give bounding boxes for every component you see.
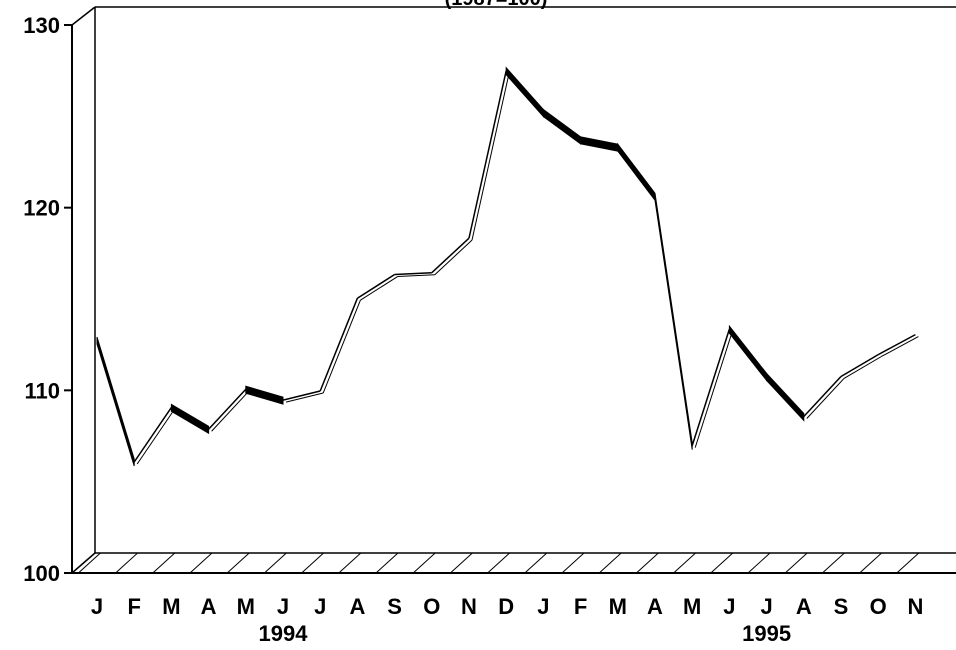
- series-segment: [245, 385, 284, 405]
- y-tick-label: 110: [25, 378, 61, 403]
- series-segment: [542, 108, 582, 145]
- series-segment: [468, 70, 507, 239]
- series-segment: [208, 388, 247, 430]
- floor-hatch: [598, 552, 622, 574]
- series-segment: [728, 324, 768, 382]
- floor-hatch: [450, 552, 473, 574]
- floor-hatch: [524, 552, 548, 574]
- series-segment: [170, 403, 210, 435]
- series-segment: [877, 333, 916, 356]
- x-tick-label: A: [201, 594, 217, 619]
- series-segment: [505, 66, 544, 118]
- chart-title: (1987=100): [445, 0, 548, 10]
- x-tick-label: M: [683, 594, 701, 619]
- y-tick-label: 100: [23, 561, 60, 586]
- year-label: 1995: [742, 621, 791, 646]
- x-tick-label: M: [162, 594, 180, 619]
- y-tick-label: 130: [23, 13, 60, 38]
- floor-hatch: [487, 552, 510, 574]
- floor-hatch: [226, 552, 250, 574]
- floor-hatch: [561, 552, 585, 574]
- x-tick-label: J: [91, 594, 103, 619]
- floor-hatch: [636, 552, 659, 574]
- floor-hatch: [301, 552, 324, 574]
- floor-hatch: [822, 552, 845, 574]
- x-tick-label: F: [127, 594, 140, 619]
- series-segment-edge: [136, 409, 175, 465]
- series-segment: [580, 136, 619, 152]
- series-segment: [654, 193, 693, 450]
- series-segment-edge: [806, 378, 845, 419]
- floor-hatch: [152, 552, 176, 574]
- x-tick-label: J: [760, 594, 772, 619]
- floor-hatch: [264, 552, 287, 574]
- x-tick-label: M: [609, 594, 627, 619]
- series-segment-edge: [434, 239, 473, 276]
- year-label: 1994: [259, 621, 309, 646]
- x-tick-label: A: [647, 594, 663, 619]
- x-tick-label: J: [537, 594, 549, 619]
- x-tick-label: F: [574, 594, 587, 619]
- series-segment-edge: [397, 274, 435, 278]
- x-tick-label: N: [907, 594, 923, 619]
- x-tick-label: A: [796, 594, 812, 619]
- series-segment: [394, 271, 432, 276]
- floor-hatch: [673, 552, 696, 574]
- series-segment-edge: [360, 276, 398, 301]
- y-axis: 100 110 120 130: [23, 13, 72, 586]
- floor-hatch: [896, 552, 920, 574]
- series-segment: [96, 336, 135, 467]
- x-tick-label: S: [834, 594, 849, 619]
- floor-hatch: [78, 552, 101, 574]
- series-segment: [356, 273, 396, 299]
- series-segment-edge: [471, 72, 510, 241]
- floor-depth-edge: [71, 552, 96, 574]
- series-segment-edge: [880, 336, 919, 358]
- x-tick-label: A: [349, 594, 365, 619]
- floor-hatch: [338, 552, 362, 574]
- series-segment-edge: [843, 356, 882, 379]
- x-tick-label: O: [870, 594, 887, 619]
- series-segment: [319, 297, 359, 392]
- series-segment-edge: [285, 392, 324, 403]
- series-segment-edge: [322, 300, 361, 394]
- x-tick-label: N: [461, 594, 477, 619]
- x-tick-label: M: [237, 594, 255, 619]
- series-segment: [691, 328, 731, 446]
- floor-hatch: [747, 552, 771, 574]
- y-tick-label: 120: [23, 196, 60, 221]
- floor-hatch: [710, 552, 734, 574]
- series-segment-edge: [694, 330, 733, 448]
- floor-hatch: [412, 552, 436, 574]
- chart-floor: [71, 552, 956, 574]
- series-segment-edge: [211, 390, 250, 432]
- series-segment: [803, 375, 842, 418]
- series-segment: [133, 406, 173, 463]
- floor-hatch: [859, 552, 882, 574]
- series-segment: [282, 390, 321, 401]
- chart-frame: [71, 6, 956, 573]
- series-segment: [840, 353, 879, 378]
- series-line: [96, 66, 919, 467]
- x-tick-label: O: [423, 594, 440, 619]
- floor-hatch: [375, 552, 399, 574]
- series-segment: [431, 237, 470, 274]
- x-tick-label: J: [723, 594, 735, 619]
- x-tick-label: S: [387, 594, 402, 619]
- series-segment: [766, 372, 805, 422]
- floor-hatch: [189, 552, 213, 574]
- x-tick-label: D: [498, 594, 514, 619]
- series-segment: [617, 142, 656, 202]
- top-depth-edge: [71, 6, 96, 26]
- floor-hatch: [784, 552, 808, 574]
- floor-hatch: [115, 552, 138, 574]
- x-tick-label: J: [277, 594, 289, 619]
- x-tick-label: J: [314, 594, 326, 619]
